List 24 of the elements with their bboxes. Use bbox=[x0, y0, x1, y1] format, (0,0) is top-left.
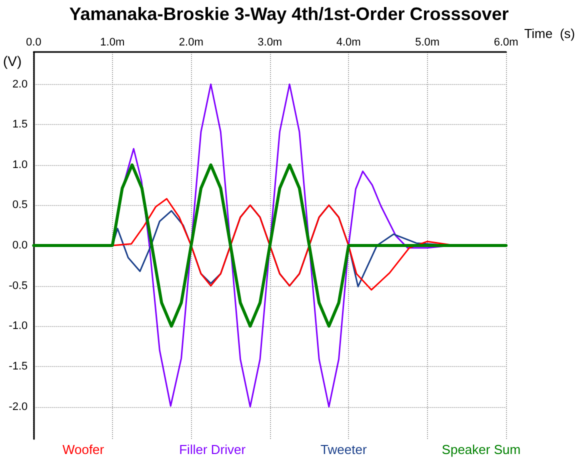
y-axis-title: (V) bbox=[2, 53, 22, 69]
y-tick-label: -1.5 bbox=[8, 360, 28, 372]
x-tick-label: 4.0m bbox=[336, 36, 361, 48]
x-tick-label: 6.0m bbox=[494, 36, 518, 48]
text: Tweeter bbox=[320, 442, 368, 457]
x-tick-label: 3.0m bbox=[258, 36, 282, 48]
text: Woofer bbox=[62, 442, 105, 457]
line-series bbox=[32, 163, 508, 328]
y-tick-label: 0.5 bbox=[12, 199, 28, 212]
x-tick-label: 5.0m bbox=[415, 36, 440, 48]
x-tick-label: 0.0 bbox=[26, 36, 42, 48]
y-tick-label: 0.0 bbox=[12, 240, 28, 252]
chart-title: Yamanaka-Broskie 3-Way 4th/1st-Order Crosssover bbox=[69, 4, 509, 24]
x-tick-label: 2.0m bbox=[178, 36, 204, 48]
x-tick-label: 1.0m bbox=[100, 36, 125, 48]
text: Speaker Sum bbox=[442, 442, 521, 457]
y-tick-label: -2.0 bbox=[8, 400, 28, 413]
y-tick-label: 1.0 bbox=[12, 158, 28, 171]
text: Filler Driver bbox=[179, 442, 246, 457]
x-axis-title: Time (s) bbox=[524, 26, 575, 41]
y-tick-label: -1.0 bbox=[8, 320, 28, 332]
y-tick-label: 2.0 bbox=[12, 78, 28, 90]
y-tick-label: 1.5 bbox=[12, 118, 28, 131]
y-tick-label: -0.5 bbox=[8, 280, 28, 292]
